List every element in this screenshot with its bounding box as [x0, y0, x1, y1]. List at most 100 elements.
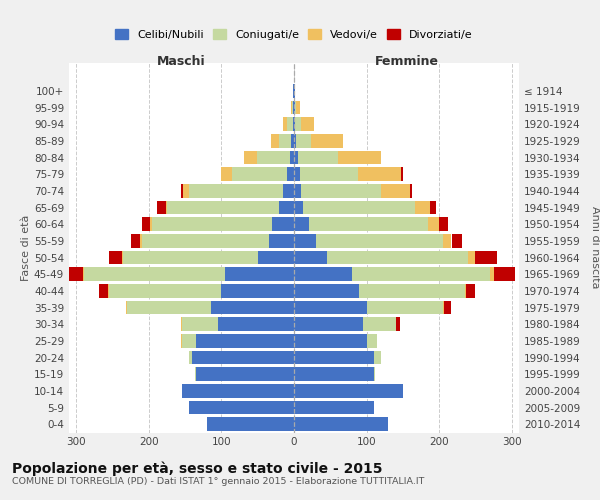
- Bar: [490, 268, 494, 281]
- Bar: [189, 400, 294, 414]
- Bar: [443, 300, 451, 314]
- Bar: [308, 218, 428, 231]
- Bar: [395, 318, 397, 331]
- Bar: [294, 150, 298, 164]
- Bar: [363, 318, 395, 331]
- Bar: [181, 184, 294, 198]
- Text: COMUNE DI TORREGLIA (PD) - Dati ISTAT 1° gennaio 2015 - Elaborazione TUTTITALIA.: COMUNE DI TORREGLIA (PD) - Dati ISTAT 1°…: [12, 476, 424, 486]
- Bar: [300, 168, 358, 181]
- Bar: [303, 200, 415, 214]
- Bar: [269, 234, 294, 247]
- Bar: [65, 268, 294, 281]
- Bar: [189, 400, 294, 414]
- Bar: [294, 134, 296, 147]
- Bar: [464, 284, 466, 298]
- Bar: [207, 418, 294, 431]
- Bar: [468, 250, 475, 264]
- Bar: [293, 118, 294, 131]
- Bar: [193, 350, 294, 364]
- Bar: [83, 268, 294, 281]
- Bar: [182, 384, 294, 398]
- Bar: [401, 168, 403, 181]
- Legend: Celibi/Nubili, Coniugati/e, Vedovi/e, Divorziati/e: Celibi/Nubili, Coniugati/e, Vedovi/e, Di…: [112, 26, 476, 43]
- Bar: [182, 384, 294, 398]
- Bar: [475, 250, 497, 264]
- Bar: [182, 384, 294, 398]
- Bar: [293, 100, 294, 114]
- Bar: [311, 134, 343, 147]
- Bar: [152, 218, 294, 231]
- Bar: [189, 400, 294, 414]
- Bar: [367, 334, 377, 347]
- Bar: [221, 284, 294, 298]
- Bar: [439, 218, 448, 231]
- Bar: [221, 168, 294, 181]
- Bar: [244, 150, 294, 164]
- Bar: [257, 150, 294, 164]
- Bar: [167, 200, 294, 214]
- Bar: [189, 184, 294, 198]
- Bar: [415, 200, 430, 214]
- Bar: [291, 100, 294, 114]
- Bar: [221, 168, 294, 181]
- Bar: [294, 250, 326, 264]
- Bar: [125, 300, 294, 314]
- Bar: [452, 234, 463, 247]
- Bar: [125, 300, 294, 314]
- Bar: [271, 134, 294, 147]
- Bar: [352, 268, 490, 281]
- Bar: [430, 200, 436, 214]
- Bar: [189, 350, 294, 364]
- Bar: [287, 168, 294, 181]
- Bar: [397, 318, 400, 331]
- Bar: [194, 368, 294, 381]
- Bar: [296, 134, 311, 147]
- Bar: [122, 250, 294, 264]
- Bar: [182, 334, 294, 347]
- Text: Femmine: Femmine: [374, 56, 439, 68]
- Bar: [108, 284, 294, 298]
- Bar: [181, 318, 294, 331]
- Bar: [182, 318, 294, 331]
- Bar: [294, 118, 295, 131]
- Bar: [294, 184, 301, 198]
- Bar: [196, 368, 294, 381]
- Bar: [358, 168, 401, 181]
- Bar: [166, 200, 294, 214]
- Bar: [189, 400, 294, 414]
- Bar: [359, 284, 464, 298]
- Bar: [258, 250, 294, 264]
- Y-axis label: Anni di nascita: Anni di nascita: [590, 206, 600, 289]
- Bar: [301, 184, 381, 198]
- Bar: [109, 284, 294, 298]
- Bar: [374, 350, 381, 364]
- Bar: [272, 218, 294, 231]
- Bar: [124, 250, 294, 264]
- Bar: [194, 368, 294, 381]
- Bar: [293, 84, 294, 98]
- Y-axis label: Fasce di età: Fasce di età: [21, 214, 31, 280]
- Bar: [296, 100, 300, 114]
- Text: Maschi: Maschi: [157, 56, 206, 68]
- Bar: [207, 418, 294, 431]
- Bar: [301, 118, 314, 131]
- Bar: [290, 150, 294, 164]
- Bar: [181, 318, 294, 331]
- Bar: [181, 334, 294, 347]
- Bar: [294, 234, 316, 247]
- Bar: [232, 168, 294, 181]
- Bar: [287, 118, 294, 131]
- Bar: [181, 334, 294, 347]
- Bar: [294, 200, 303, 214]
- Bar: [293, 84, 294, 98]
- Bar: [283, 118, 294, 131]
- Bar: [294, 334, 367, 347]
- Bar: [283, 118, 294, 131]
- Bar: [244, 150, 294, 164]
- Bar: [211, 300, 294, 314]
- Bar: [109, 250, 294, 264]
- Bar: [326, 250, 468, 264]
- Bar: [294, 168, 300, 181]
- Bar: [338, 150, 381, 164]
- Bar: [316, 234, 443, 247]
